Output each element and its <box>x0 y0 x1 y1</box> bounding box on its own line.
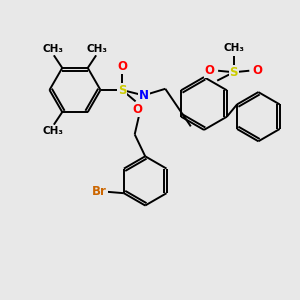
Text: O: O <box>132 103 142 116</box>
Text: S: S <box>118 83 126 97</box>
Text: Br: Br <box>92 185 107 198</box>
Text: CH₃: CH₃ <box>86 44 107 54</box>
Text: S: S <box>230 66 238 79</box>
Text: CH₃: CH₃ <box>43 44 64 54</box>
Text: CH₃: CH₃ <box>43 126 64 136</box>
Text: O: O <box>253 64 263 77</box>
Text: N: N <box>139 89 149 102</box>
Text: O: O <box>117 60 127 73</box>
Text: O: O <box>205 64 215 77</box>
Text: CH₃: CH₃ <box>223 43 244 53</box>
